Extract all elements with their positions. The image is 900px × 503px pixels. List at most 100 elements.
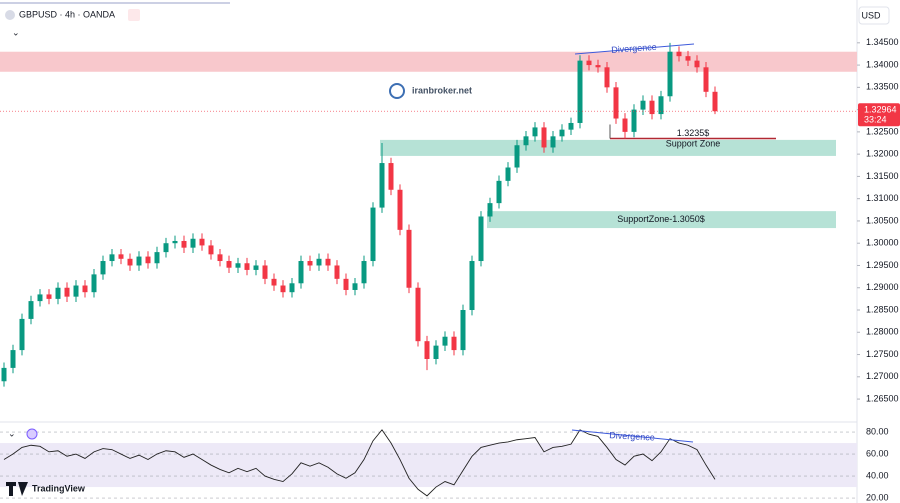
candle-body [658, 96, 664, 115]
candle-body [676, 51, 682, 57]
candle-body [1, 367, 7, 382]
candle-body [244, 263, 250, 270]
candle-body [136, 256, 142, 266]
y-tick-label: 1.28000 [866, 327, 899, 337]
y-tick-label: 60.00 [866, 448, 889, 458]
watermark-icon [389, 83, 405, 99]
candle-body [370, 207, 376, 262]
currency[interactable]: USD [861, 10, 881, 20]
candle-body [478, 216, 484, 262]
candle-body [316, 258, 322, 266]
candle-body [496, 180, 502, 204]
countdown: 33:24 [864, 115, 887, 125]
candle-body [487, 203, 493, 217]
candle-body [10, 350, 16, 368]
candle-body [235, 263, 241, 268]
watermark: iranbroker.net [412, 85, 472, 95]
alert-icon[interactable] [128, 9, 140, 21]
y-tick-label: 1.27500 [866, 349, 899, 359]
y-tick-label: 1.32500 [866, 126, 899, 136]
candle-body [91, 274, 97, 293]
candle-body [64, 287, 70, 297]
candle-body [694, 60, 700, 68]
y-tick-label: 40.00 [866, 470, 889, 480]
brand: TradingView [32, 483, 86, 493]
candle-body [505, 167, 511, 181]
candle-body [703, 67, 709, 92]
candle-body [352, 283, 358, 290]
candle-body [100, 261, 106, 275]
candle-body [640, 100, 646, 110]
candle-body [406, 229, 412, 288]
divergence-label: Divergence [609, 430, 655, 442]
rsi-collapse[interactable]: ⌄ [8, 428, 16, 438]
candle-body [262, 265, 268, 279]
candle-body [361, 261, 367, 284]
candle-body [73, 285, 79, 297]
candle-body [613, 87, 619, 119]
candle-body [280, 285, 286, 293]
candle-body [334, 265, 340, 279]
candle-body [154, 252, 160, 264]
y-tick-label: 1.32000 [866, 149, 899, 159]
candle-body [649, 100, 655, 115]
zone-label: Support Zone [666, 138, 721, 148]
candle-body [208, 245, 214, 255]
last-price-box [858, 103, 900, 127]
y-tick-label: 1.31500 [866, 171, 899, 181]
candle-body [451, 336, 457, 351]
y-tick-label: 1.33500 [866, 82, 899, 92]
candle-body [415, 287, 421, 342]
brand-logo [6, 482, 28, 496]
zone-label: SupportZone-1.3050$ [617, 214, 705, 224]
candle-body [298, 261, 304, 284]
y-tick-label: 1.34000 [866, 59, 899, 69]
candle-body [118, 254, 124, 259]
candle-body [397, 189, 403, 230]
candle-body [469, 261, 475, 311]
candle-body [424, 341, 430, 359]
candle-body [190, 238, 196, 248]
y-tick-label: 1.34500 [866, 37, 899, 47]
collapse-icon[interactable]: ⌄ [12, 27, 20, 37]
candle-body [667, 51, 673, 97]
candle-body [82, 285, 88, 293]
candle-body [604, 67, 610, 88]
candle-body [253, 265, 259, 270]
candle-body [523, 136, 529, 146]
currency-box[interactable] [858, 6, 890, 25]
chart-title: GBPUSD · 4h · OANDA [19, 9, 115, 19]
divergence-label: Divergence [611, 42, 657, 55]
candle-body [46, 294, 52, 299]
candle-body [622, 118, 628, 132]
rsi-icon[interactable] [26, 428, 38, 440]
y-tick-label: 20.00 [866, 492, 889, 502]
plot: Support Zone SupportZone-1.3050$ 1.3235$ 1.… [0, 37, 900, 502]
y-tick-label: 1.30000 [866, 238, 899, 248]
candle-body [550, 136, 556, 148]
y-tick-label: 1.31000 [866, 193, 899, 203]
candle-body [226, 261, 232, 268]
y-tick-label: 1.27000 [866, 371, 899, 381]
candle-body [325, 258, 331, 266]
candle-body [172, 240, 178, 244]
candle-body [568, 122, 574, 130]
candle-body [442, 336, 448, 346]
y-tick-label: 1.28500 [866, 304, 899, 314]
candle-body [595, 65, 601, 68]
zone [487, 211, 836, 229]
candle-body [559, 129, 565, 137]
last-price: 1.32964 [864, 105, 897, 115]
symbol-icon [5, 10, 15, 20]
rsi-line [3, 429, 716, 497]
candle-body [55, 287, 61, 299]
candle-body [37, 294, 43, 302]
zone [380, 139, 836, 156]
candle-body [433, 345, 439, 359]
zone [0, 51, 857, 72]
candle-body [289, 283, 295, 293]
candle-body [577, 60, 583, 123]
